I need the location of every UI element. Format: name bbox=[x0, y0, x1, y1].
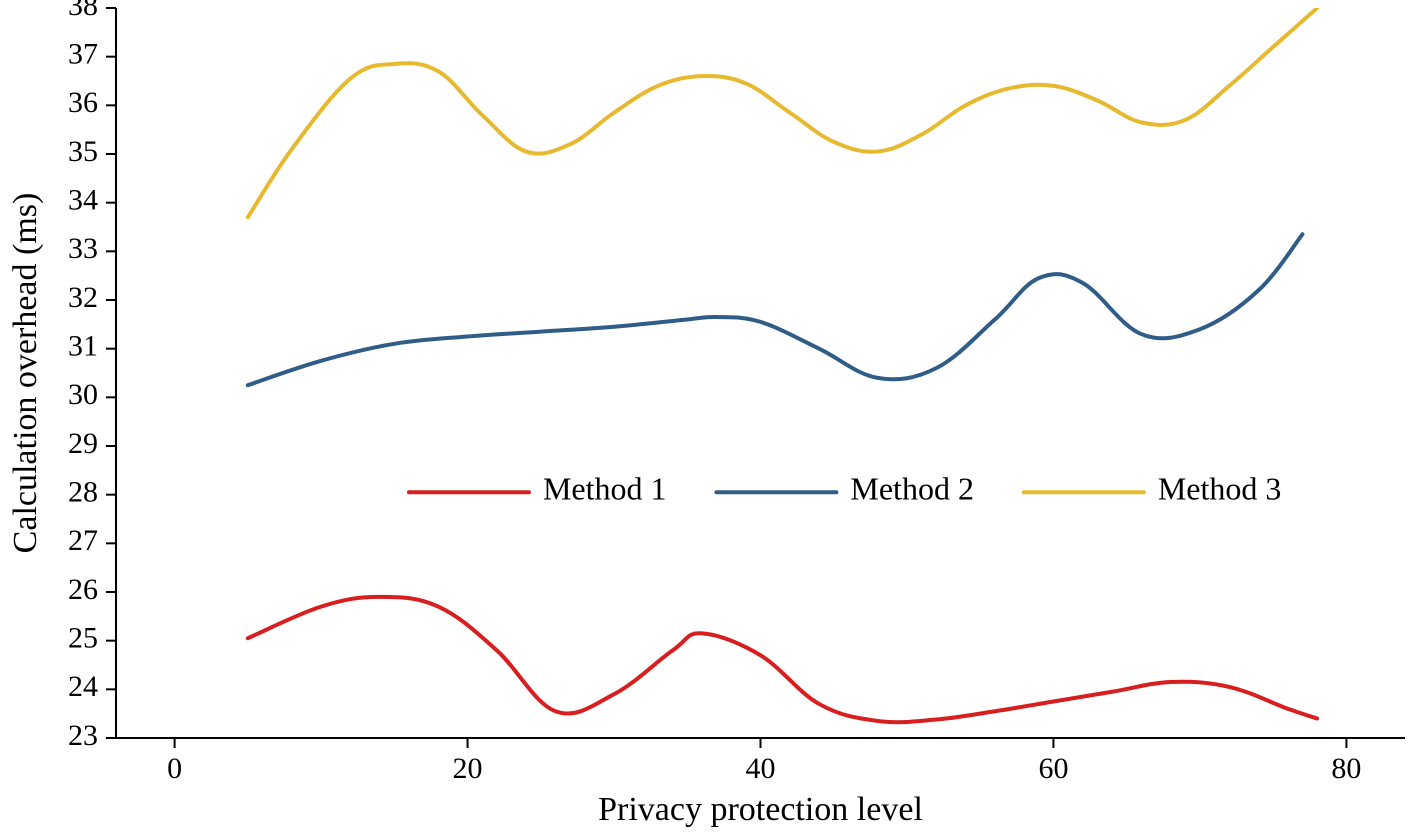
y-tick-label: 32 bbox=[68, 281, 98, 314]
y-tick-label: 29 bbox=[68, 427, 98, 460]
y-tick-label: 28 bbox=[68, 476, 98, 509]
x-tick-label: 0 bbox=[167, 752, 182, 785]
y-tick-label: 33 bbox=[68, 232, 98, 265]
y-tick-label: 31 bbox=[68, 330, 98, 363]
y-tick-label: 36 bbox=[68, 86, 98, 119]
y-tick-label: 23 bbox=[68, 719, 98, 752]
y-tick-label: 38 bbox=[68, 0, 98, 22]
chart-container: 23 24 25 26 27 28 29 30 31 32 33 34 35 36 37 38 0 20 40 60 8… bbox=[0, 0, 1424, 832]
x-tick-label: 20 bbox=[453, 752, 483, 785]
x-tick-label: 40 bbox=[746, 752, 776, 785]
x-axis-title: Privacy protection level bbox=[598, 791, 923, 828]
y-tick-label: 25 bbox=[68, 622, 98, 655]
y-tick-label: 27 bbox=[68, 524, 98, 557]
legend-label-method-1: Method 1 bbox=[543, 471, 667, 507]
x-tick-label: 60 bbox=[1038, 752, 1068, 785]
x-tick-label: 80 bbox=[1331, 752, 1361, 785]
y-tick-label: 37 bbox=[68, 38, 98, 71]
y-tick-label: 30 bbox=[68, 378, 98, 411]
y-tick-label: 24 bbox=[68, 670, 98, 703]
y-tick-label: 34 bbox=[68, 184, 98, 217]
y-tick-label: 35 bbox=[68, 135, 98, 168]
line-chart: 23 24 25 26 27 28 29 30 31 32 33 34 35 36 37 38 0 20 40 60 8… bbox=[0, 0, 1424, 832]
legend-label-method-2: Method 2 bbox=[850, 471, 974, 507]
y-axis-title: Calculation overhead (ms) bbox=[7, 193, 44, 554]
y-tick-label: 26 bbox=[68, 573, 98, 606]
legend-label-method-3: Method 3 bbox=[1158, 471, 1282, 507]
